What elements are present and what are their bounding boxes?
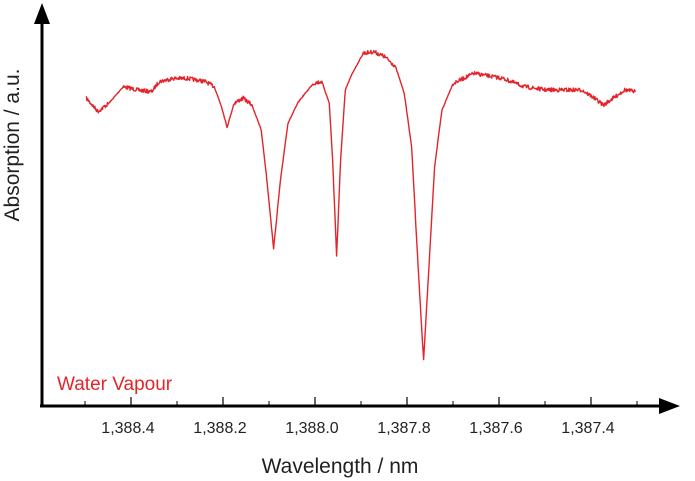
x-tick-label: 1,388.4 — [101, 420, 154, 437]
x-axis-arrowhead — [659, 398, 680, 414]
y-axis-title: Absorption / a.u. — [1, 69, 24, 222]
x-tick-label: 1,387.4 — [561, 420, 614, 437]
series-layer — [85, 49, 637, 361]
x-tick-label: 1,387.6 — [469, 420, 522, 437]
legend-water-vapour: Water Vapour — [57, 374, 173, 395]
x-tick-label: 1,387.8 — [377, 420, 430, 437]
series-line-water-vapour — [85, 49, 637, 361]
y-axis-arrowhead — [34, 3, 50, 24]
x-tick-label: 1,388.2 — [193, 420, 246, 437]
x-axis-title: Wavelength / nm — [262, 455, 419, 478]
x-axis-tick-labels: 1,388.4 1,388.2 1,388.0 1,387.8 1,387.6 1,387… — [101, 420, 614, 437]
x-tick-label: 1,388.0 — [285, 420, 338, 437]
